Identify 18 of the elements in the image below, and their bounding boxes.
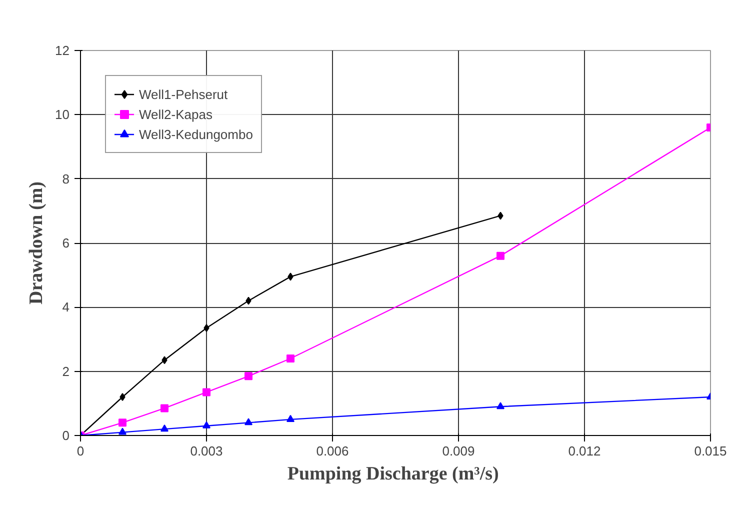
- y-axis-title: Drawdown (m): [26, 182, 48, 304]
- y-tick-label: 6: [62, 236, 70, 250]
- y-tick-label: 12: [55, 43, 70, 58]
- y-tick-label: 10: [55, 107, 70, 122]
- legend-label: Well1-Pehserut: [139, 86, 228, 102]
- x-tick-label: 0.003: [190, 444, 223, 458]
- y-tick-label: 2: [62, 364, 70, 379]
- y-tick-label: 0: [62, 428, 70, 443]
- x-tick-label: 0.006: [316, 444, 349, 458]
- x-tick-label: 0.012: [568, 444, 601, 458]
- x-tick-label: 0.015: [694, 444, 727, 458]
- legend-label: Well2-Kapas: [139, 106, 212, 122]
- y-tick-label: 8: [62, 171, 70, 186]
- x-tick-label: 0: [76, 444, 84, 458]
- y-tick-label: 4: [62, 300, 70, 315]
- x-tick-label: 0.009: [442, 444, 475, 458]
- legend-label: Well3-Kedungombo: [139, 126, 253, 142]
- x-axis-title: Pumping Discharge (m³/s): [287, 464, 499, 484]
